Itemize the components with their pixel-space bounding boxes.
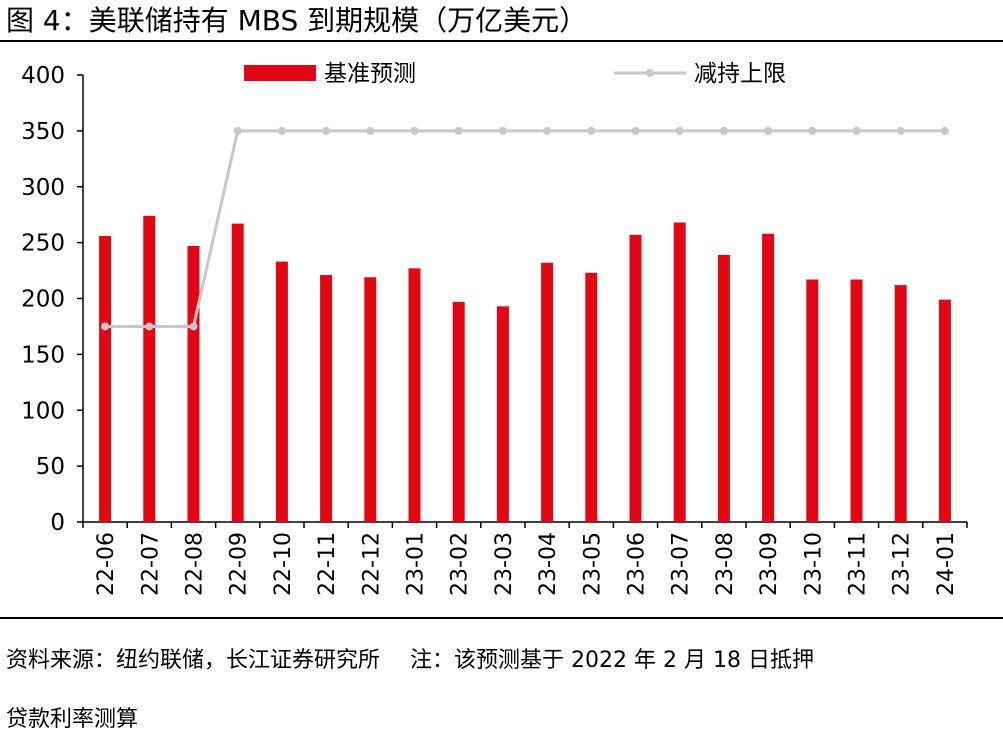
line-point [145,322,154,331]
line-point [808,126,817,135]
line-point [233,126,242,135]
x-tick-label: 23-11 [846,532,871,596]
x-tick-label: 23-06 [625,532,650,596]
x-tick-label: 23-09 [757,532,782,596]
bar [231,223,244,522]
y-tick-label: 400 [21,63,65,89]
y-tick-label: 0 [50,510,65,536]
y-tick-label: 100 [21,398,65,424]
x-tick-label: 22-11 [315,532,340,596]
bar [187,245,200,523]
line-point [719,126,728,135]
x-tick-label: 22-10 [271,532,296,596]
bar [717,254,730,523]
bar [408,268,421,522]
x-tick-label: 23-04 [536,532,561,596]
source-text: 资料来源：纽约联储，长江证券研究所 [6,648,381,673]
line-point [189,322,198,331]
bar [320,275,333,522]
note-text: 注：该预测基于 2022 年 2 月 18 日抵押 [410,648,814,673]
legend-label-bar: 基准预测 [324,61,416,87]
chart-title: 图 4：美联储持有 MBS 到期规模（万亿美元） [6,4,588,37]
x-tick-label: 23-10 [801,532,826,596]
x-tick-label: 24-01 [934,532,959,596]
x-tick-label: 22-12 [359,532,384,596]
chart: 0 50 100 150 200 250 300 350 400 22-06 22-07 22-08 2… [21,61,968,596]
bar [364,277,377,522]
line-point [277,126,286,135]
footer-divider [0,617,1003,619]
bar [99,235,112,523]
x-tick-label: 22-07 [138,532,163,596]
legend: 基准预测 减持上限 [244,61,786,87]
line-point [101,322,110,331]
x-tick-label: 23-07 [669,532,694,596]
x-tick-label: 23-01 [404,532,429,596]
bar [894,285,907,522]
y-tick-label: 50 [36,454,65,480]
y-tick-label: 200 [21,287,65,313]
title-divider [0,40,1003,42]
method-note: 贷款利率测算 [6,707,139,732]
line-series [101,126,949,331]
tick-labels: 0 50 100 150 200 250 300 350 400 22-06 22-07 22-08 2… [21,63,959,596]
x-tick-label: 23-12 [890,532,915,596]
bar [762,233,775,522]
source-note: 资料来源：纽约联储，长江证券研究所 注：该预测基于 2022 年 2 月 18 日… [6,647,814,675]
y-tick-label: 350 [21,119,65,145]
bar [938,299,951,522]
bar [629,234,642,523]
line-point [543,126,552,135]
line-point [587,126,596,135]
bar [673,222,686,522]
line-point [940,126,949,135]
x-tick-label: 23-05 [580,532,605,596]
y-tick-label: 150 [21,342,65,368]
bar [275,261,288,522]
line-point [631,126,640,135]
bar [496,306,509,522]
line-point [896,126,905,135]
y-tick-label: 300 [21,175,65,201]
line-path [105,129,945,328]
line-point [764,126,773,135]
legend-marker-line [646,69,654,77]
x-tick-label: 22-06 [94,532,119,596]
line-point [454,126,463,135]
x-tick-label: 23-08 [713,532,738,596]
x-tick-label: 23-02 [448,532,473,596]
bar [585,272,598,522]
bar [850,279,863,522]
bar [143,215,156,522]
y-tick-label: 250 [21,231,65,257]
x-tick-label: 23-03 [492,532,517,596]
line-point [322,126,331,135]
legend-swatch-bar [244,65,316,81]
bar [806,279,819,522]
x-tick-label: 22-08 [183,532,208,596]
line-point [498,126,507,135]
x-tick-label: 22-09 [227,532,252,596]
line-point [852,126,861,135]
axes [77,74,968,528]
line-point [675,126,684,135]
bar [541,262,554,522]
line-point [410,126,419,135]
line-point [366,126,375,135]
bar [452,301,465,522]
bar-series [99,215,951,523]
legend-label-line: 减持上限 [694,61,786,87]
